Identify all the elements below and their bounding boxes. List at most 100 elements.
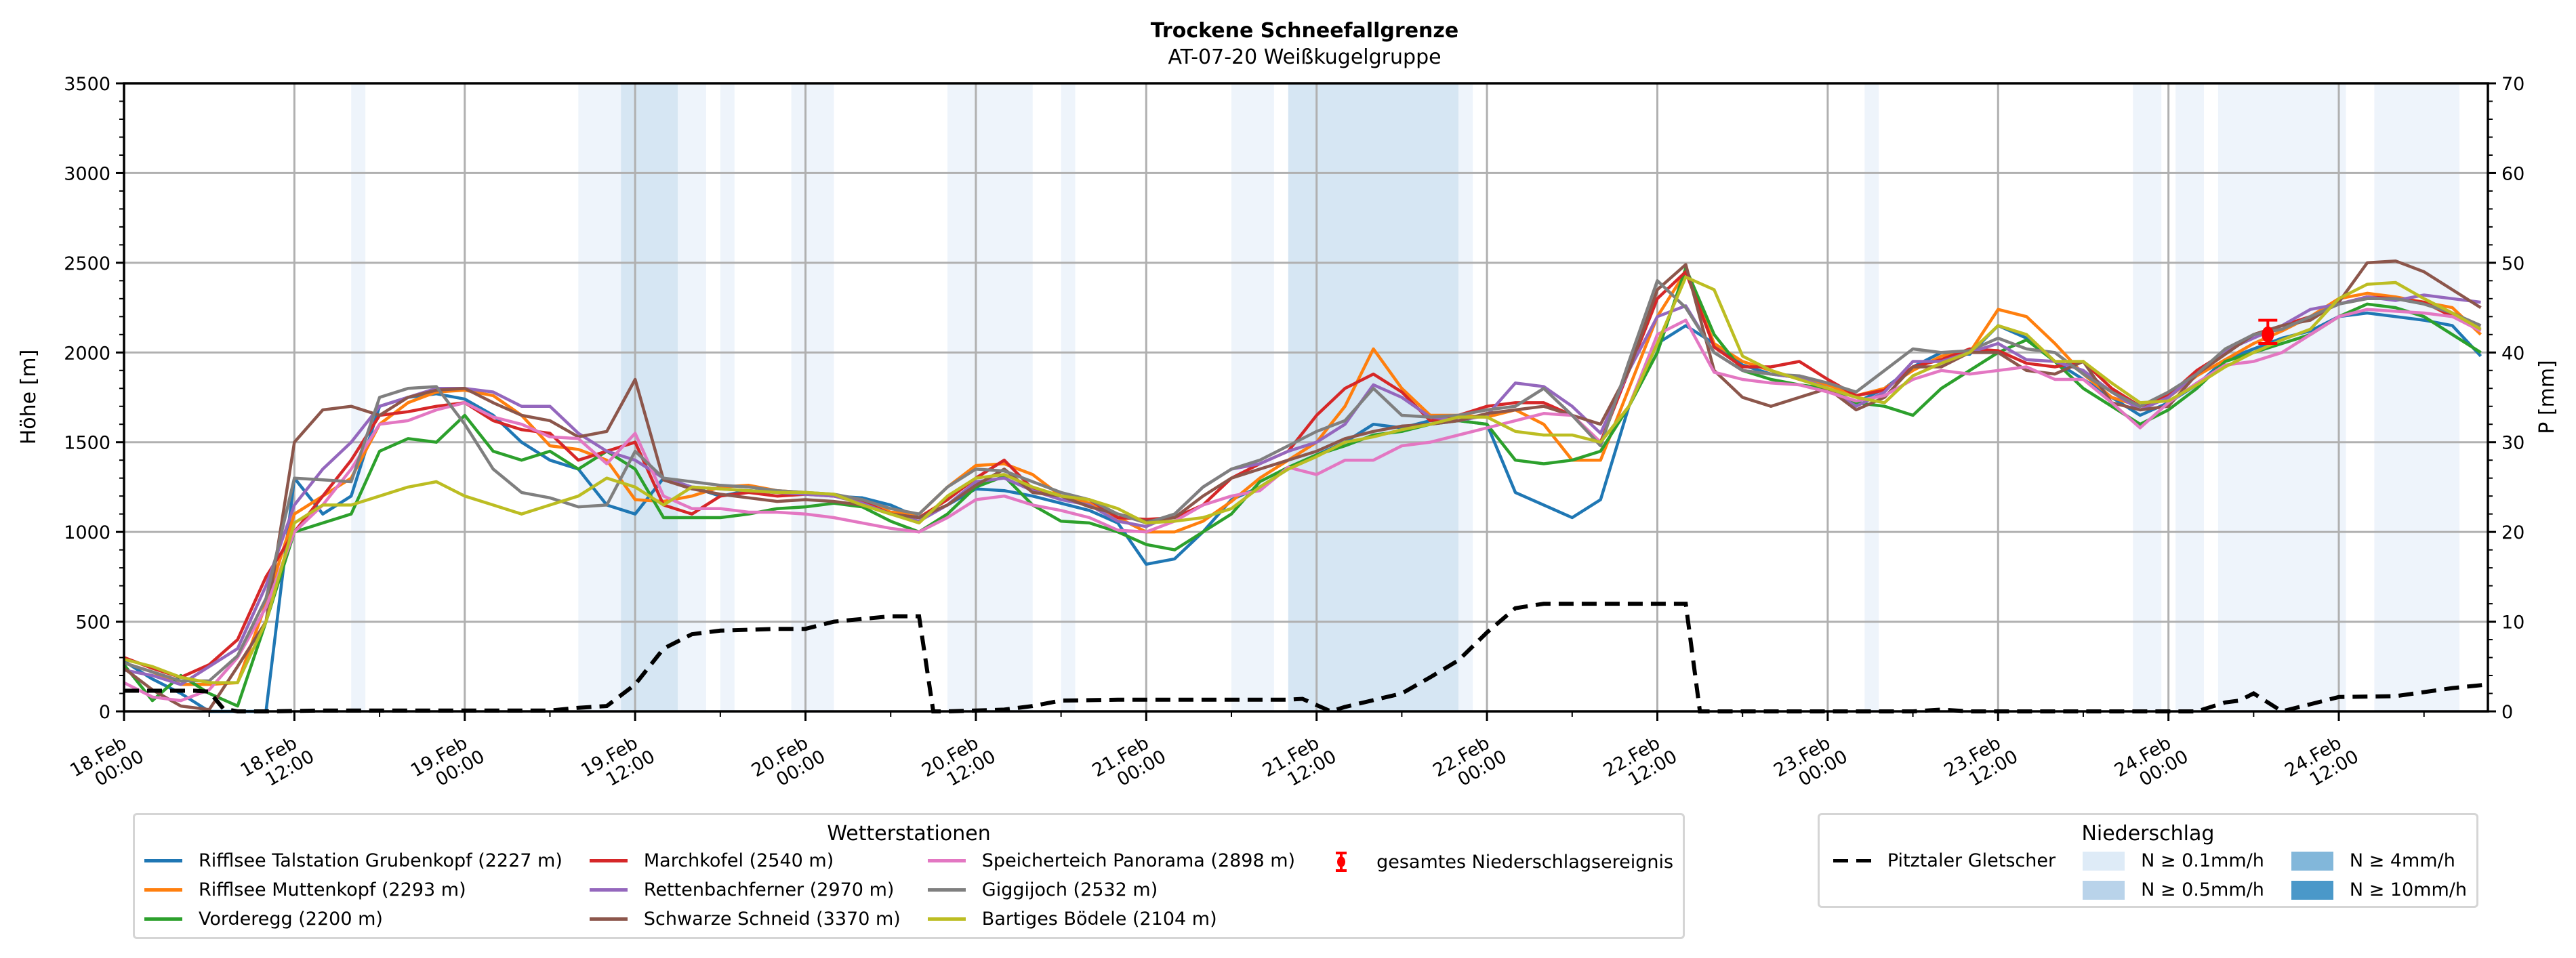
y2-axis-label: P [mm] [2535,360,2559,434]
color-swatch [2083,851,2125,871]
legend-label: Speicherteich Panorama (2898 m) [981,850,1296,871]
legend-item: Schwarze Schneid (3370 m) [589,909,901,930]
y-tick-label: 1500 [64,433,110,454]
chart-subtitle: AT-07-20 Weißkugelgruppe [1168,45,1441,69]
precip-band [947,83,1033,711]
legend-item: Rifflsee Talstation Grubenkopf (2227 m) [144,850,563,871]
series-line [123,279,2482,683]
precip-band [2175,83,2205,711]
precip-band [1458,83,1473,711]
legend-label: gesamtes Niederschlagsereignis [1376,851,1674,873]
precip-band [2217,83,2346,711]
precip-band [678,83,706,711]
y-tick-label: 3000 [64,163,110,184]
legend-label: N ≥ 4mm/h [2349,850,2455,871]
legend-label: Vorderegg (2200 m) [199,909,383,930]
precip-band [351,83,366,711]
legend-stations: Wetterstationen Rifflsee Talstation Grub… [133,813,1685,939]
precip-band [1288,83,1459,711]
line-swatch [144,888,182,892]
legend-label: Rifflsee Talstation Grubenkopf (2227 m) [199,850,563,871]
line-swatch [927,859,966,862]
legend-label: Schwarze Schneid (3370 m) [643,909,901,930]
legend-precip: Niederschlag Pitztaler Gletscher N ≥ 0.1… [1817,813,2478,908]
line-swatch [927,917,966,921]
series-line [123,293,2481,686]
legend-item-precip-level: N ≥ 10mm/h [2291,879,2467,900]
legend-item-precip-level: N ≥ 4mm/h [2291,850,2455,871]
y2-tick-label: 70 [2501,74,2524,95]
legend-item: Bartiges Bödele (2104 m) [927,909,1217,930]
legend-label: Marchkofel (2540 m) [643,850,834,871]
dashed-series-line [124,602,2489,714]
y2-tick-label: 60 [2501,163,2524,184]
y2-tick-label: 0 [2501,702,2513,723]
precip-band [621,83,678,711]
precip-band [2374,83,2460,711]
precip-band [791,83,834,711]
line-swatch [144,917,182,921]
y-tick-label: 500 [75,612,110,633]
error-marker-swatch [1322,850,1360,873]
series-line [123,308,2482,703]
y2-tick-label: 10 [2501,612,2524,633]
error-marker [2258,318,2278,346]
line-swatch [589,888,628,892]
legend-item: Rettenbachferner (2970 m) [589,879,895,900]
precip-band [720,83,735,711]
legend-label: Bartiges Bödele (2104 m) [981,909,1217,930]
station-lines [123,259,2482,713]
legend-label: N ≥ 10mm/h [2349,879,2467,900]
legend-item: Speicherteich Panorama (2898 m) [927,850,1296,871]
legend-precip-title: Niederschlag [2081,822,2215,846]
chart-title: Trockene Schneefallgrenze [1151,19,1458,43]
legend-item: Giggijoch (2532 m) [927,879,1158,900]
legend-label: Pitztaler Gletscher [1887,850,2056,871]
legend-label: Rettenbachferner (2970 m) [643,879,895,900]
line-swatch [589,917,628,921]
line-swatch [927,888,966,892]
dashed-line-swatch [1833,859,1871,862]
legend-label: N ≥ 0.1mm/h [2141,850,2264,871]
legend-item-pitztaler: Pitztaler Gletscher [1833,850,2056,871]
y-tick-label: 3500 [64,74,110,95]
y2-tick-label: 40 [2501,343,2524,364]
precip-band [578,83,621,711]
color-swatch [2291,880,2333,900]
axes [123,82,2489,713]
color-swatch [2291,851,2333,871]
series-line [123,275,2482,684]
line-swatch [144,859,182,862]
legend-item: gesamtes Niederschlagsereignis [1322,850,1673,873]
precip-band [1061,83,1076,711]
y-tick-label: 2000 [64,343,110,364]
y2-tick-label: 50 [2501,253,2524,274]
legend-label: N ≥ 0.5mm/h [2141,879,2264,900]
plot-frame [123,82,2489,713]
error-point [2262,326,2274,343]
y-axis-ticks: 0 500 1000 1500 2000 2500 3000 3500 [64,74,124,723]
y2-tick-label: 30 [2501,433,2524,454]
legend-item: Vorderegg (2200 m) [144,909,383,930]
y-tick-label: 0 [99,702,110,723]
y-tick-label: 1000 [64,522,110,543]
legend-item-precip-level: N ≥ 0.1mm/h [2083,850,2264,871]
series-line [123,259,2482,711]
legend-item: Rifflsee Muttenkopf (2293 m) [144,879,466,900]
legend-stations-title: Wetterstationen [827,822,991,846]
